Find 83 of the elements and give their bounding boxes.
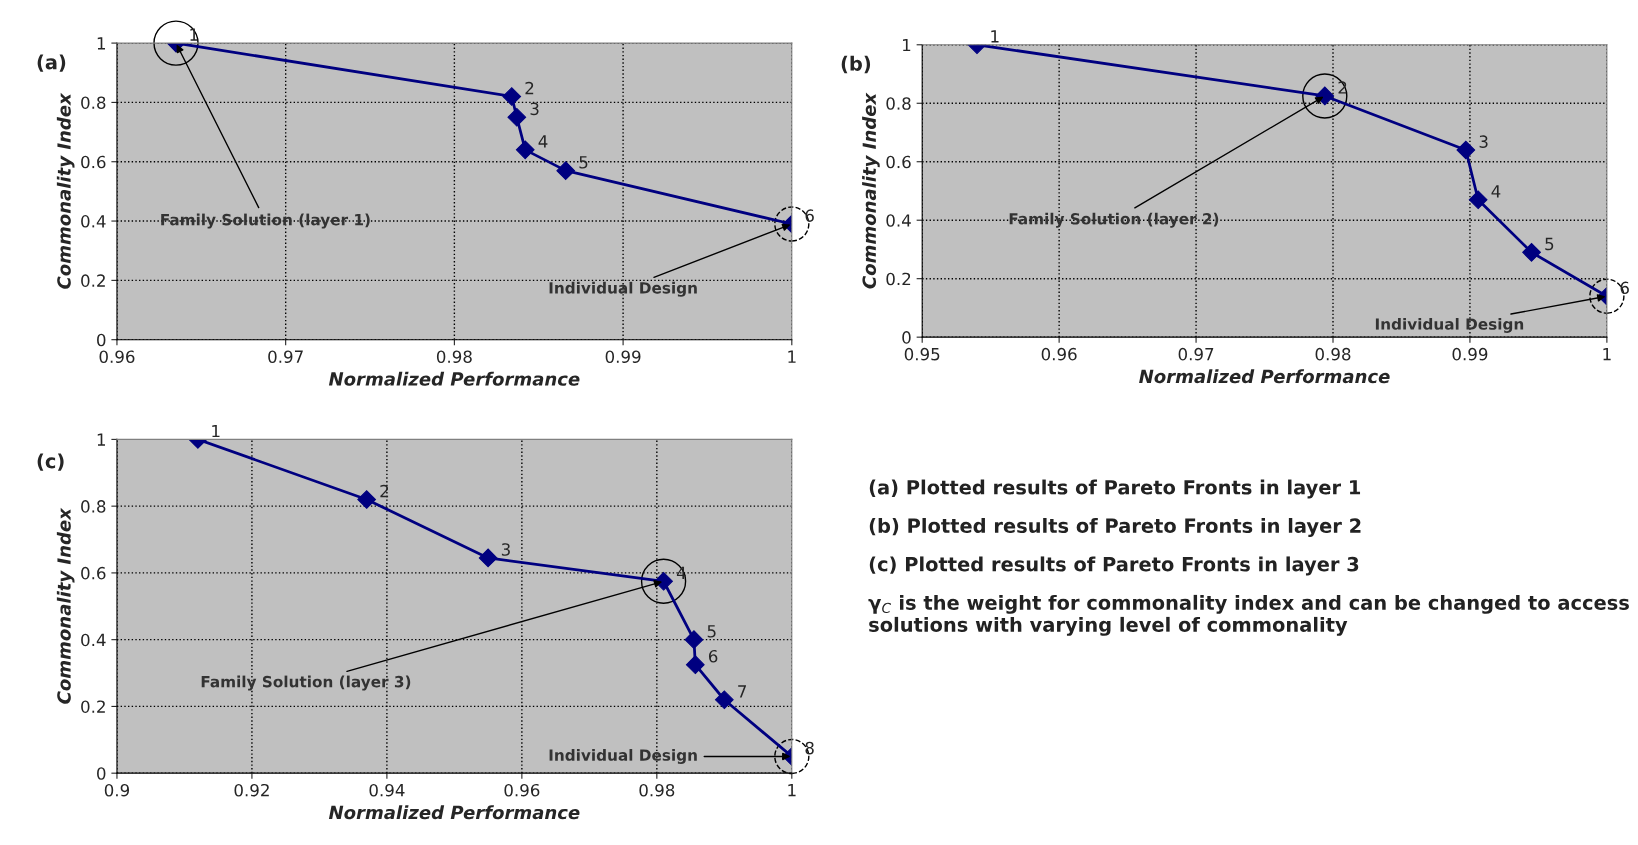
point	[1456, 140, 1476, 160]
y-tick-label: 0.2	[81, 700, 105, 713]
x-tick-label: 0.9	[104, 783, 130, 797]
y-tick-label: 0.4	[81, 215, 106, 228]
annotation: Family Solution (layer 3)	[201, 675, 411, 691]
annotation: 6	[805, 209, 814, 222]
y-tick-label: 0.6	[81, 155, 106, 169]
point	[684, 630, 704, 650]
annotation: Individual Design	[549, 749, 697, 764]
annotation: Family Solution (layer 2)	[1009, 212, 1219, 228]
y-tick-label: 1	[97, 37, 105, 50]
x-axis-title: Normalized Performance	[328, 371, 580, 386]
annotation: 5	[707, 625, 716, 638]
text: (b)	[841, 55, 871, 74]
y-axis-title: Commonality Index	[56, 92, 75, 289]
text: (c)	[37, 453, 64, 471]
y-tick-label: 0.6	[81, 566, 106, 580]
annotation: Family Solution (layer 1)	[161, 213, 370, 229]
point	[357, 490, 377, 509]
y-tick-label: 0	[97, 333, 106, 347]
y-tick-label: 0	[902, 331, 911, 344]
x-tick-label: 0.99	[1452, 347, 1488, 361]
y-tick-label: 0.4	[81, 633, 106, 647]
annotation: 5	[1545, 237, 1554, 251]
point	[478, 548, 498, 568]
text: γ$_{C}$ is the weight for commonality index and can be changed to access solutions with varying level of commonality	[868, 594, 1629, 636]
point	[1468, 190, 1488, 210]
annotation: 3	[1479, 135, 1488, 148]
y-axis-title: Commonality Index	[862, 92, 880, 289]
x-tick-label: 0.96	[99, 350, 135, 364]
x-tick-label: 1	[1603, 348, 1611, 361]
x-tick-label: 0.94	[369, 783, 405, 797]
x-tick-label: 1	[788, 784, 796, 797]
x-tick-label: 0.98	[436, 350, 472, 364]
y-tick-label: 0.8	[886, 97, 911, 110]
y-tick-label: 0.4	[886, 214, 911, 227]
point	[1522, 243, 1541, 262]
x-tick-label: 0.97	[268, 350, 303, 364]
annotation: 1	[991, 30, 999, 43]
annotation: 4	[538, 135, 548, 148]
annotation: Individual Design	[549, 281, 697, 297]
text: (a) Plotted results of Pareto Fronts in layer 1	[869, 479, 1361, 499]
y-tick-label: 0	[97, 767, 106, 780]
y-tick-label: 1	[903, 38, 911, 52]
annotation: 8	[805, 741, 814, 755]
x-axis-title: Normalized Performance	[1139, 369, 1390, 384]
x-tick-label: 0.96	[1041, 347, 1077, 361]
y-tick-label: 0.8	[81, 500, 106, 513]
x-axis-title: Normalized Performance	[328, 805, 580, 820]
x-tick-label: 0.98	[639, 783, 675, 797]
annotation: 3	[530, 102, 539, 116]
x-tick-label: 0.99	[605, 350, 641, 364]
annotation: 7	[738, 685, 746, 698]
annotation: 2	[525, 81, 534, 95]
point	[507, 107, 527, 127]
point	[502, 87, 522, 106]
annotation: 6	[1620, 281, 1629, 295]
y-tick-label: 0.2	[886, 272, 911, 286]
x-tick-label: 1	[788, 350, 796, 363]
annotation: Individual Design	[1375, 318, 1524, 333]
annotation: 6	[708, 649, 718, 663]
annotation: 4	[1491, 185, 1501, 198]
y-tick-label: 0.6	[886, 155, 911, 169]
point	[714, 690, 734, 710]
point	[685, 655, 705, 675]
y-tick-label: 1	[97, 433, 105, 446]
point	[556, 161, 576, 180]
x-tick-label: 0.95	[904, 347, 940, 361]
y-tick-label: 0.8	[81, 96, 106, 109]
x-tick-label: 0.96	[504, 783, 540, 797]
x-tick-label: 0.92	[234, 783, 269, 797]
y-axis-title: Commonality Index	[56, 507, 75, 704]
annotation: 3	[501, 543, 510, 556]
text: (b) Plotted results of Pareto Fronts in layer 2	[869, 517, 1361, 537]
x-tick-label: 0.98	[1315, 347, 1351, 361]
annotation: 1	[212, 424, 220, 438]
point	[515, 140, 535, 160]
annotation: 2	[380, 484, 389, 498]
annotation: 5	[579, 156, 588, 169]
x-tick-label: 0.97	[1178, 347, 1214, 361]
text: (c) Plotted results of Pareto Fronts in layer 3	[869, 556, 1359, 576]
text: (a)	[37, 54, 66, 72]
y-tick-label: 0.2	[81, 274, 105, 287]
